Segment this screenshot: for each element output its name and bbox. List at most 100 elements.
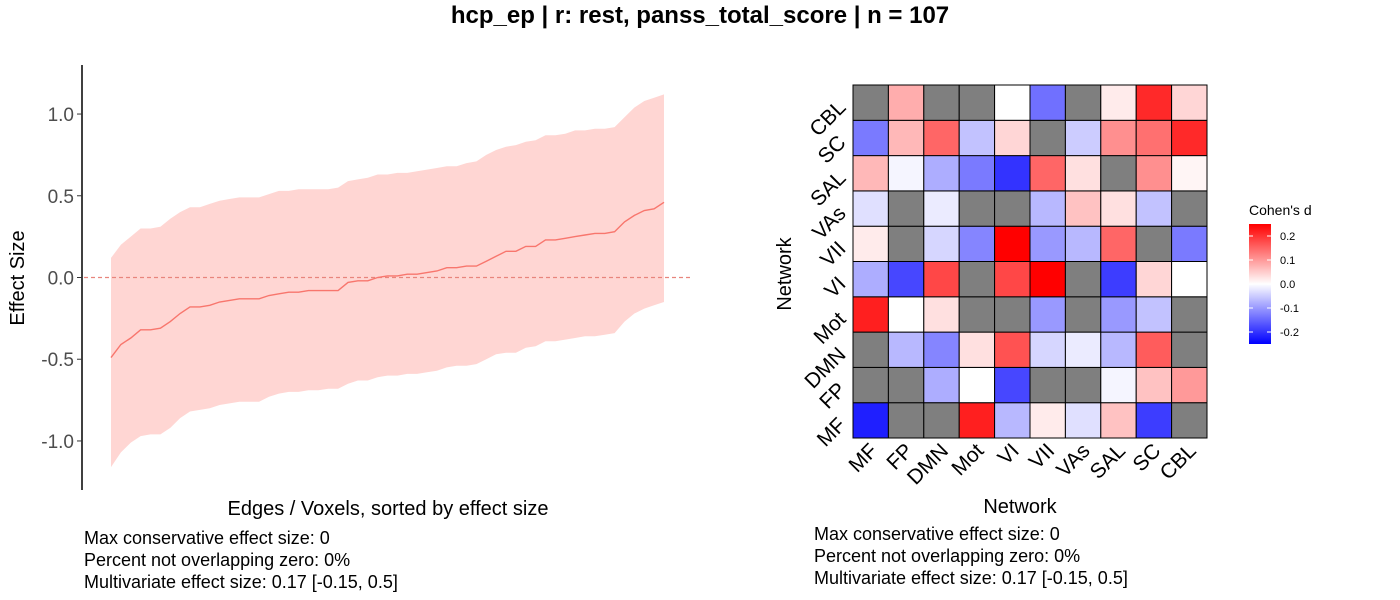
heatmap-cell [852, 155, 889, 192]
heatmap-x-tick-label: VI [994, 439, 1024, 469]
heatmap-cell [1171, 225, 1208, 262]
heatmap-cell [1100, 190, 1137, 227]
heatmap-y-tick-label: CBL [805, 96, 850, 141]
heatmap-cell [1064, 84, 1102, 121]
heatmap-y-tick-label: VAs [808, 202, 850, 244]
heatmap-cell [1100, 402, 1137, 439]
heatmap-cell [1029, 225, 1066, 262]
y-tick-label: -1.0 [41, 432, 74, 453]
heatmap-cell [1171, 402, 1208, 439]
legend-tick-label: 0.0 [1280, 279, 1295, 291]
right-max-conservative: Max conservative effect size: 0 [814, 524, 1060, 544]
heatmap-cell [1135, 225, 1173, 262]
heatmap-cell [1029, 402, 1066, 439]
heatmap-cell [887, 119, 925, 157]
heatmap-cell [1135, 296, 1173, 333]
heatmap-x-tick-label: CBL [1156, 439, 1201, 484]
heatmap-cell [1171, 366, 1208, 404]
heatmap-cell [1029, 366, 1066, 404]
heatmap-cell [1135, 261, 1173, 298]
heatmap-cell [994, 402, 1031, 439]
heatmap-cell [1171, 331, 1208, 368]
heatmap-cell [1029, 331, 1066, 368]
y-tick-label: 1.0 [48, 105, 74, 126]
heatmap-cell [994, 261, 1031, 298]
heatmap-cell [923, 190, 960, 227]
heatmap-x-tick-label: SAL [1086, 439, 1130, 483]
heatmap-cell [852, 190, 889, 227]
heatmap-y-tick-label: SAL [806, 167, 850, 211]
left-caption: Max conservative effect size: 0 Percent … [84, 527, 398, 593]
heatmap-cell [1064, 366, 1102, 404]
heatmap-cell [1100, 119, 1137, 157]
right-multivariate-effect: Multivariate effect size: 0.17 [-0.15, 0… [814, 568, 1128, 588]
x-axis-title: Edges / Voxels, sorted by effect size [228, 498, 549, 520]
heatmap-y-axis-title: Network [774, 236, 796, 310]
heatmap-cell [1064, 402, 1102, 439]
heatmap-cell [887, 402, 925, 439]
heatmap-cell [1029, 155, 1066, 192]
heatmap-cell [852, 84, 889, 121]
heatmap-cell [923, 155, 960, 192]
heatmap-cell [958, 296, 996, 333]
heatmap-cell [852, 119, 889, 157]
heatmap-cell [1135, 119, 1173, 157]
heatmap-cell [958, 402, 996, 439]
right-caption: Max conservative effect size: 0 Percent … [814, 523, 1128, 589]
heatmap-cell [852, 366, 889, 404]
legend-tick-label: 0.1 [1280, 255, 1295, 267]
heatmap-cell [1100, 261, 1137, 298]
heatmap-cell [1100, 296, 1137, 333]
y-tick-label: 0.5 [48, 187, 74, 208]
heatmap-cell [1135, 366, 1173, 404]
heatmap-cell [1171, 84, 1208, 121]
heatmap-cell [1100, 331, 1137, 368]
left-max-conservative: Max conservative effect size: 0 [84, 528, 330, 548]
heatmap-cell [994, 296, 1031, 333]
heatmap-cell [852, 261, 889, 298]
heatmap-cell [887, 366, 925, 404]
heatmap-cell [923, 331, 960, 368]
heatmap-y-tick-label: DMN [800, 343, 850, 393]
heatmap-cell [1100, 155, 1137, 192]
heatmap-cell [994, 366, 1031, 404]
chart-title: hcp_ep | r: rest, panss_total_score | n … [450, 2, 950, 29]
heatmap-cell [1029, 190, 1066, 227]
heatmap-cell [1135, 331, 1173, 368]
heatmap-cell [887, 155, 925, 192]
heatmap-cell [923, 84, 960, 121]
heatmap-cell [1100, 225, 1137, 262]
heatmap-cell [994, 84, 1031, 121]
heatmap-cell [958, 331, 996, 368]
heatmap-cell [994, 155, 1031, 192]
heatmap-cell [852, 402, 889, 439]
heatmap-x-tick-label: DMN [903, 439, 953, 489]
heatmap-cell [1064, 119, 1102, 157]
right-percent-not-overlapping: Percent not overlapping zero: 0% [814, 546, 1081, 566]
heatmap-cell [1029, 119, 1066, 157]
heatmap-x-tick-label: MF [845, 439, 883, 477]
heatmap-cell [958, 261, 996, 298]
heatmap-x-axis-title: Network [983, 496, 1057, 518]
heatmap-cell [923, 402, 960, 439]
left-percent-not-overlapping: Percent not overlapping zero: 0% [84, 550, 351, 570]
heatmap-cell [1100, 84, 1137, 121]
heatmap-cell [1064, 190, 1102, 227]
heatmap-cell [958, 119, 996, 157]
heatmap-cell [1171, 155, 1208, 192]
confidence-band [111, 94, 664, 468]
legend-tick-label: -0.1 [1280, 303, 1299, 315]
heatmap-x-tick-label: Mot [947, 439, 988, 480]
heatmap-cell [1171, 261, 1208, 298]
heatmap-cell [887, 296, 925, 333]
effect-size-line-panel: 1.0 0.5 0.0 -0.5 -1.0 Effect Size Edges / Voxe… [7, 65, 692, 520]
heatmap-cell [852, 296, 889, 333]
heatmap-cell [1029, 261, 1066, 298]
heatmap-cell [958, 190, 996, 227]
heatmap-cell [994, 190, 1031, 227]
heatmap-cell [1135, 190, 1173, 227]
heatmap-cell [923, 296, 960, 333]
heatmap-cell [923, 225, 960, 262]
y-axis-title: Effect Size [7, 230, 29, 325]
